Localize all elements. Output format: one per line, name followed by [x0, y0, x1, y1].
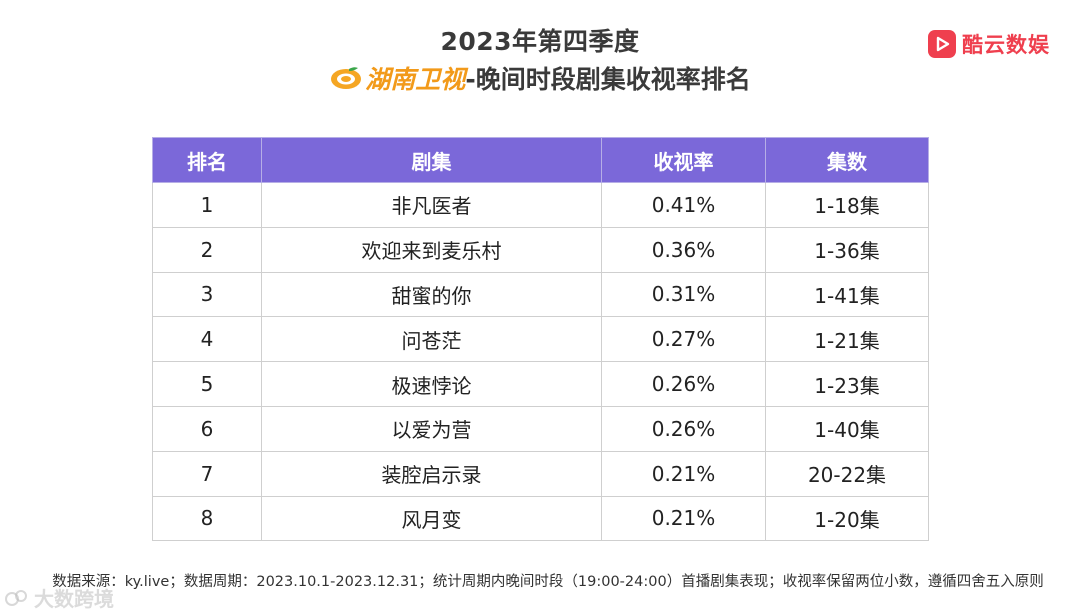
- watermark-text: 大数跨境: [34, 587, 114, 611]
- episodes-cell: 1-41集: [765, 271, 929, 318]
- play-logo-icon: [928, 30, 956, 58]
- column-header-drama: 剧集: [261, 137, 602, 183]
- episodes-cell: 1-20集: [765, 495, 929, 542]
- subtitle-text: -晚间时段剧集收视率排名: [465, 65, 751, 94]
- table-row: 4 问苍茫 0.27% 1-21集: [152, 316, 929, 363]
- drama-cell: 装腔启示录: [261, 450, 602, 497]
- rating-cell: 0.41%: [601, 182, 766, 228]
- drama-cell: 问苍茫: [261, 316, 602, 363]
- watermark: 大数跨境: [4, 583, 114, 612]
- table-row: 7 装腔启示录 0.21% 20-22集: [152, 450, 929, 497]
- table-row: 1 非凡医者 0.41% 1-18集: [152, 182, 929, 228]
- rating-cell: 0.21%: [601, 495, 766, 542]
- brand-name: 酷云数娱: [962, 33, 1050, 57]
- table-row: 5 极速悖论 0.26% 1-23集: [152, 361, 929, 407]
- rank-cell: 2: [152, 226, 262, 273]
- mango-logo-icon: [331, 67, 362, 89]
- episodes-cell: 1-36集: [765, 226, 929, 273]
- episodes-cell: 1-23集: [765, 361, 929, 407]
- drama-cell: 甜蜜的你: [261, 271, 602, 318]
- rank-cell: 5: [152, 361, 262, 407]
- rank-cell: 1: [152, 182, 262, 228]
- report-subtitle: 湖南卫视 -晚间时段剧集收视率排名: [0, 60, 1080, 96]
- rank-cell: 7: [152, 450, 262, 497]
- episodes-cell: 1-40集: [765, 405, 929, 452]
- rating-cell: 0.21%: [601, 450, 766, 497]
- drama-cell: 以爱为营: [261, 405, 602, 452]
- drama-cell: 非凡医者: [261, 182, 602, 228]
- drama-cell: 风月变: [261, 495, 602, 542]
- rank-cell: 4: [152, 316, 262, 363]
- column-header-rank: 排名: [152, 137, 262, 183]
- rating-cell: 0.36%: [601, 226, 766, 273]
- watermark-logo-icon: [5, 589, 27, 606]
- channel-name: 湖南卫视: [365, 65, 466, 94]
- drama-cell: 极速悖论: [261, 361, 602, 407]
- table-row: 3 甜蜜的你 0.31% 1-41集: [152, 271, 929, 318]
- brand-logo: 酷云数娱: [928, 29, 1050, 59]
- rating-cell: 0.26%: [601, 405, 766, 452]
- episodes-cell: 1-21集: [765, 316, 929, 363]
- rating-cell: 0.27%: [601, 316, 766, 363]
- column-header-episodes: 集数: [765, 137, 929, 183]
- rank-cell: 8: [152, 495, 262, 542]
- ratings-table: 排名 剧集 收视率 集数 1 非凡医者 0.41% 1-18集 2 欢迎来到麦乐…: [152, 137, 929, 542]
- table-row: 8 风月变 0.21% 1-20集: [152, 495, 929, 542]
- report-title: 2023年第四季度: [440, 27, 640, 56]
- rank-cell: 6: [152, 405, 262, 452]
- rating-cell: 0.26%: [601, 361, 766, 407]
- table-row: 2 欢迎来到麦乐村 0.36% 1-36集: [152, 226, 929, 273]
- table-row: 6 以爱为营 0.26% 1-40集: [152, 405, 929, 452]
- rating-cell: 0.31%: [601, 271, 766, 318]
- rank-cell: 3: [152, 271, 262, 318]
- column-header-rating: 收视率: [601, 137, 766, 183]
- drama-cell: 欢迎来到麦乐村: [261, 226, 602, 273]
- episodes-cell: 20-22集: [765, 450, 929, 497]
- data-source-note: 数据来源：ky.live；数据周期：2023.10.1-2023.12.31；统…: [52, 574, 1044, 590]
- episodes-cell: 1-18集: [765, 182, 929, 228]
- table-header-row: 排名 剧集 收视率 集数: [152, 137, 929, 183]
